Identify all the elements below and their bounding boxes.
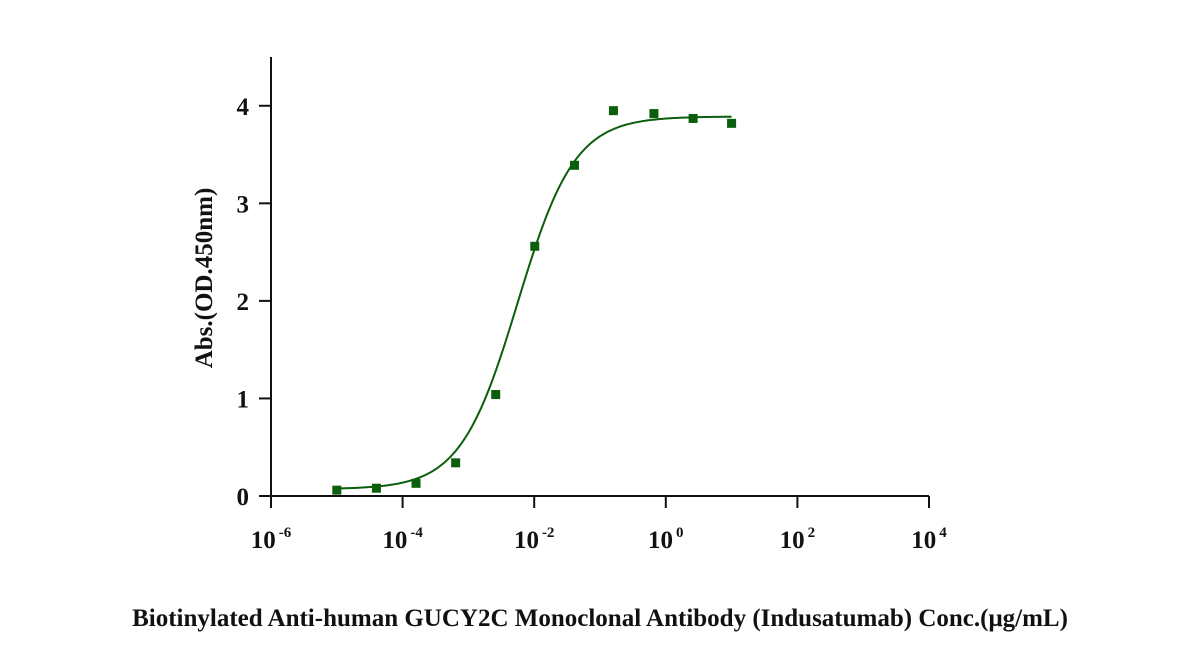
x-tick-label-exponent: -4 (410, 525, 423, 541)
data-points-layer (332, 106, 737, 495)
x-tick-label-exponent: -2 (542, 525, 555, 541)
x-tick-label: 10 -4 (382, 525, 423, 554)
x-tick-label-base: 10 (514, 527, 539, 554)
x-tick-label: 10 -2 (514, 525, 555, 554)
fit-curve-layer (336, 115, 732, 490)
x-tick-label-exponent: 0 (676, 525, 684, 541)
data-point (688, 113, 698, 123)
x-tick-label-base: 10 (780, 527, 805, 554)
x-axis-title: Biotinylated Anti-human GUCY2C Monoclona… (132, 605, 1068, 632)
y-tick-label: 0 (237, 484, 250, 511)
x-tick-label-base: 10 (251, 527, 276, 554)
data-point (491, 390, 501, 400)
y-tick-label: 2 (237, 289, 250, 316)
x-tick-label-exponent: 2 (808, 525, 816, 541)
data-point (371, 483, 381, 493)
data-point (608, 106, 618, 116)
x-tick-label: 10 4 (911, 525, 947, 554)
data-point (570, 160, 580, 170)
fit-curve (336, 115, 732, 490)
x-tick-label: 10 2 (780, 525, 816, 554)
x-tick-label: 10 -6 (251, 525, 292, 554)
data-point (332, 485, 342, 495)
x-tick-label-base: 10 (382, 527, 407, 554)
x-tick-label-base: 10 (648, 527, 673, 554)
data-point (649, 109, 659, 119)
y-tick-label: 4 (237, 94, 250, 121)
data-point (530, 241, 540, 251)
y-axis-title: Abs.(OD.450nm) (191, 188, 218, 369)
x-tick-label-exponent: 4 (939, 525, 947, 541)
data-point (411, 478, 421, 488)
data-point (451, 458, 461, 468)
y-tick-label: 1 (237, 386, 250, 413)
data-point (727, 118, 737, 128)
x-tick-label-exponent: -6 (279, 525, 292, 541)
x-tick-label: 10 0 (648, 525, 684, 554)
x-tick-label-base: 10 (911, 527, 936, 554)
y-tick-label: 3 (237, 191, 250, 218)
